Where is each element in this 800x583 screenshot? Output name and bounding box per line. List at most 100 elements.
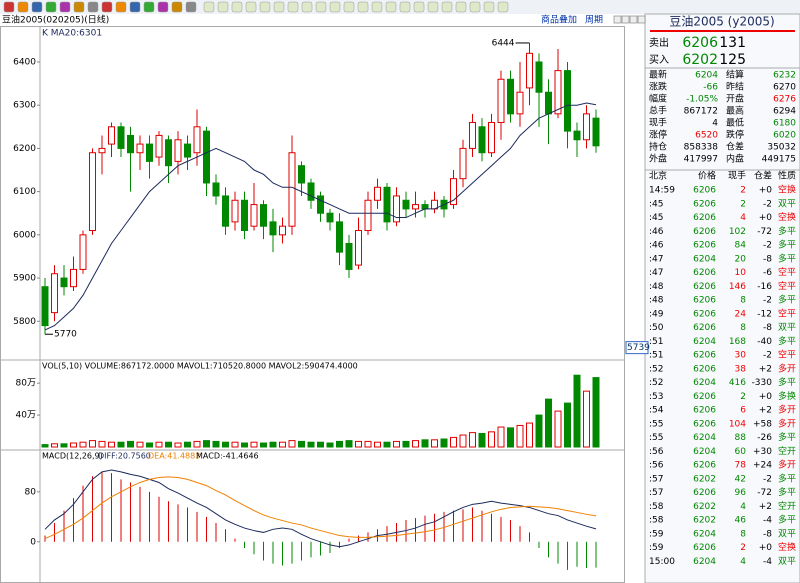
volume-bar — [554, 410, 562, 448]
trade-cell: +0 — [759, 543, 773, 553]
candle-body — [184, 143, 191, 158]
tool-icon[interactable] — [59, 1, 71, 13]
trade-cell: +2 — [759, 502, 772, 512]
macd-label: MACD:-41.4646 — [196, 452, 259, 461]
tool-icon[interactable] — [259, 1, 271, 13]
stat-label: 持仓 — [649, 141, 667, 153]
volume-bar — [440, 438, 448, 448]
candle-body — [317, 195, 324, 214]
candle-body — [70, 268, 77, 288]
tool-icon[interactable] — [441, 1, 453, 13]
tool-icon[interactable] — [497, 1, 509, 13]
window-button[interactable] — [621, 15, 630, 24]
tool-icon[interactable] — [245, 1, 257, 13]
book-volume: 125 — [719, 52, 746, 68]
volume-bar — [478, 432, 486, 448]
trade-cell: 6204 — [693, 337, 716, 347]
tool-icon[interactable] — [101, 1, 113, 13]
tool-icon[interactable] — [287, 1, 299, 13]
tool-icon[interactable] — [315, 1, 327, 13]
trade-cell: 多换 — [778, 390, 796, 402]
trade-cell: :51 — [649, 351, 663, 361]
tool-icon[interactable] — [73, 1, 85, 13]
window-button[interactable] — [637, 15, 646, 24]
trade-cell: 6206 — [693, 392, 716, 402]
ma20-line — [44, 102, 597, 331]
trade-cell: 多平 — [778, 225, 796, 237]
stat-value: 6204 — [695, 71, 718, 81]
trade-cell: 空平 — [778, 307, 796, 319]
window-button[interactable] — [613, 15, 622, 24]
trade-cell: -72 — [757, 488, 772, 498]
trade-cell: 6206 — [693, 199, 716, 209]
stat-label: 现手 — [649, 117, 667, 129]
stat-value: 858338 — [684, 143, 719, 153]
trade-cell: 空开 — [778, 445, 796, 457]
y-tick-label: 5900 — [13, 274, 36, 284]
trade-cell: -12 — [757, 309, 772, 319]
tool-icon[interactable] — [171, 1, 183, 13]
candle-body — [250, 204, 258, 227]
tool-icon[interactable] — [455, 1, 467, 13]
candle-body — [469, 121, 476, 149]
trade-cell: 双平 — [778, 556, 796, 567]
tool-icon[interactable] — [273, 1, 285, 13]
volume-bar — [364, 440, 372, 448]
candle-body — [516, 91, 524, 115]
trade-cell: 多开 — [778, 459, 796, 471]
tool-icon[interactable] — [413, 1, 425, 13]
tool-icon[interactable] — [217, 1, 229, 13]
tool-icon[interactable] — [17, 1, 29, 13]
volume-bar — [307, 441, 315, 448]
tool-icon[interactable] — [45, 1, 57, 13]
volume-bar — [279, 441, 286, 448]
tool-icon[interactable] — [427, 1, 439, 13]
volume-bar — [127, 440, 134, 448]
trade-cell: 多平 — [778, 335, 796, 347]
tool-icon[interactable] — [157, 1, 169, 13]
stat-label: 内盘 — [726, 153, 744, 165]
trade-cell: 双平 — [778, 198, 796, 209]
y-tick-label: 5800 — [13, 317, 36, 327]
tool-icon[interactable] — [371, 1, 383, 13]
trade-cell: 84 — [735, 241, 747, 251]
book-price: 6206 — [682, 35, 718, 51]
period-button[interactable]: 周期 — [585, 15, 603, 26]
trade-cell: 多平 — [778, 431, 796, 443]
tool-icon[interactable] — [483, 1, 495, 13]
overlay-button[interactable]: 商品叠加 — [541, 14, 577, 26]
trade-cell: 8 — [740, 296, 746, 306]
tool-icon[interactable] — [115, 1, 127, 13]
trade-cell: +2 — [759, 406, 772, 416]
tool-icon[interactable] — [3, 1, 15, 13]
trade-cell: :57 — [649, 488, 663, 498]
trade-cell: :58 — [649, 516, 664, 526]
tool-icon[interactable] — [129, 1, 141, 13]
volume-bar — [573, 374, 581, 448]
trade-cell: :55 — [649, 419, 663, 429]
tool-icon[interactable] — [143, 1, 155, 13]
book-label: 卖出 — [649, 36, 669, 49]
tool-icon[interactable] — [301, 1, 313, 13]
volume-bar — [203, 440, 210, 448]
stat-label: 涨停 — [649, 129, 667, 141]
trade-cell: 6206 — [693, 213, 716, 223]
tool-icon[interactable] — [203, 1, 215, 13]
trade-header: 仓差 — [754, 170, 772, 182]
trade-cell: 6206 — [693, 406, 716, 416]
window-button[interactable] — [629, 15, 638, 24]
trade-cell: 6206 — [693, 268, 716, 278]
volume-bar — [241, 442, 248, 448]
tool-icon[interactable] — [329, 1, 341, 13]
tool-icon[interactable] — [469, 1, 481, 13]
tool-icon[interactable] — [185, 1, 197, 13]
tool-icon[interactable] — [357, 1, 369, 13]
tool-icon[interactable] — [31, 1, 43, 13]
tool-icon[interactable] — [399, 1, 411, 13]
tool-icon[interactable] — [231, 1, 243, 13]
tool-icon[interactable] — [87, 1, 99, 13]
stat-label: 结算 — [726, 69, 744, 81]
tool-icon[interactable] — [385, 1, 397, 13]
tool-icon[interactable] — [343, 1, 355, 13]
trade-cell: 多开 — [778, 404, 796, 416]
